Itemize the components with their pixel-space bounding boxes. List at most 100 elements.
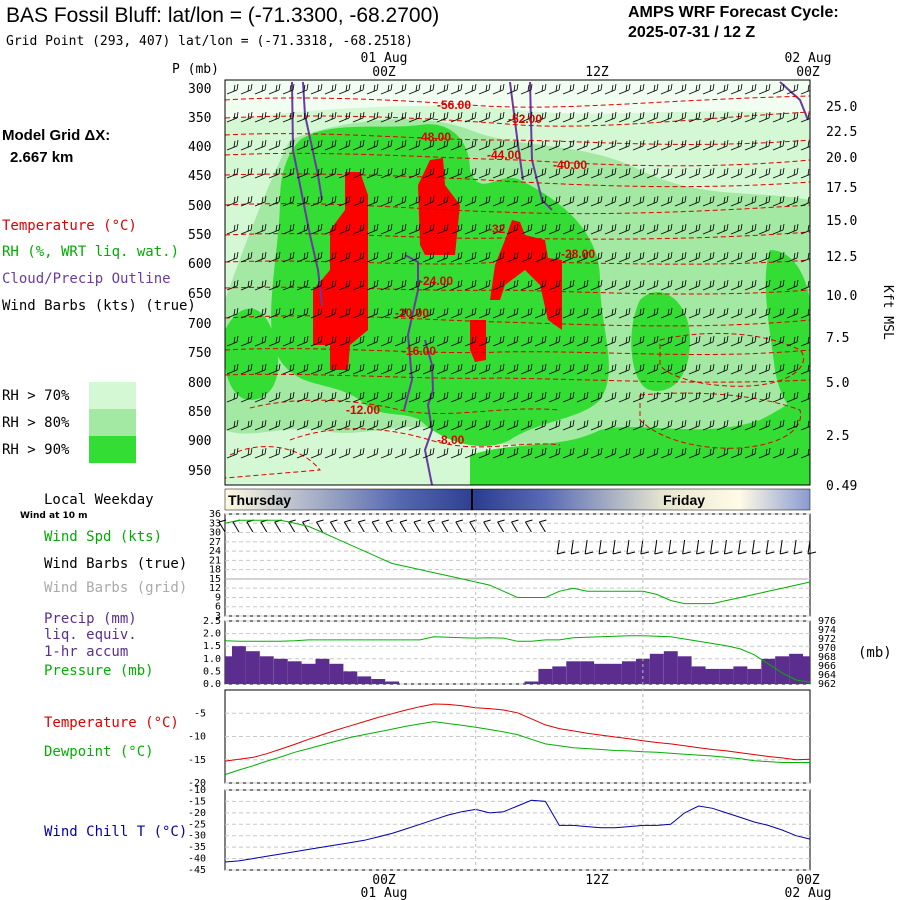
wind-barb xyxy=(296,335,309,347)
wind-barb xyxy=(674,391,687,403)
wind-barb xyxy=(226,167,239,179)
wind-barb xyxy=(751,539,761,555)
precip-bar xyxy=(677,656,692,684)
wind-barb xyxy=(254,111,267,123)
wind-barb xyxy=(660,279,673,291)
wind-barb xyxy=(604,251,617,263)
wind-barb xyxy=(660,307,673,319)
wind-barb xyxy=(800,448,810,459)
wind-barb xyxy=(338,83,351,95)
wind-barb xyxy=(422,139,435,151)
bottom-time-label-1-day: 01 Aug xyxy=(361,886,408,900)
wind-barb xyxy=(254,167,267,179)
precip-bar xyxy=(538,668,553,684)
bottom-time-axis: 00Z 01 Aug 12Z 00Z 02 Aug xyxy=(361,873,832,900)
wind-barb xyxy=(688,195,701,207)
wind-barb xyxy=(744,83,757,95)
wind-barb xyxy=(660,447,673,459)
precip-bars xyxy=(225,646,810,684)
wind-barb xyxy=(506,419,519,431)
wind-barb xyxy=(758,195,771,207)
wind-barb xyxy=(408,167,421,179)
wind-barb xyxy=(562,111,575,123)
wind-barb xyxy=(520,251,533,263)
wind-barb xyxy=(511,519,519,533)
wind-barb xyxy=(240,111,253,123)
precip-bar xyxy=(343,671,358,684)
wind-barb xyxy=(562,363,575,375)
wind-barb xyxy=(408,83,421,95)
wind-barb xyxy=(520,419,533,431)
wind-barb xyxy=(730,307,743,319)
pressure-tick: 976 xyxy=(818,616,836,627)
wind-barb xyxy=(632,139,645,151)
wind-barb xyxy=(534,335,547,347)
wind-barb xyxy=(590,167,603,179)
wind-barb xyxy=(394,139,407,151)
wind-barb xyxy=(730,447,743,459)
wind-barb xyxy=(506,223,519,235)
wind-barb xyxy=(268,83,281,95)
wind-barb xyxy=(632,391,645,403)
wind-barb xyxy=(296,251,309,263)
wind-barb xyxy=(338,419,351,431)
wind-barb xyxy=(324,139,337,151)
pressure-tick: 974 xyxy=(818,625,836,636)
wind-barb xyxy=(492,139,505,151)
wind-barb xyxy=(422,111,435,123)
wind-barb xyxy=(455,519,463,533)
wind-barb xyxy=(758,335,771,347)
wind-barb xyxy=(226,363,239,375)
wind-barb xyxy=(660,419,673,431)
wind-barb xyxy=(786,139,799,151)
wind-barb xyxy=(674,139,687,151)
wind-barb xyxy=(716,167,729,179)
wind-barb xyxy=(352,83,365,95)
wind-barb xyxy=(618,251,631,263)
wind-barb xyxy=(800,112,810,123)
pressure-unit-label: (mb) xyxy=(858,645,892,661)
wind-barb xyxy=(506,307,519,319)
pressure-tick: 350 xyxy=(188,111,211,126)
wind-barb xyxy=(254,279,267,291)
cross-section-panel: -56.00 -52.00 -48.00 -44.00 -40.00 -32 -… xyxy=(188,79,895,494)
wind-barb xyxy=(366,111,379,123)
wind-barb xyxy=(520,279,533,291)
wind-barb xyxy=(534,251,547,263)
wind-barb xyxy=(352,167,365,179)
wind-barb xyxy=(520,83,533,95)
wind-barb xyxy=(296,223,309,235)
precip-tick: 1.5 xyxy=(203,641,221,652)
wind-barb xyxy=(674,83,687,95)
windchill-label: Wind Chill T (°C) xyxy=(44,824,187,840)
wind-barb xyxy=(268,251,281,263)
windchill-axis: -10-15-20-25-30-35-40-45 xyxy=(188,785,206,876)
wind-barb xyxy=(576,447,589,459)
wind-barbs-grid-label: Wind Barbs (grid) xyxy=(44,580,187,596)
wind-barb xyxy=(422,335,435,347)
wind-barb xyxy=(296,279,309,291)
wind-barb xyxy=(394,363,407,375)
wind-barb xyxy=(240,167,253,179)
precip-bar xyxy=(385,681,400,684)
wind-barb xyxy=(604,279,617,291)
wind-barb xyxy=(744,279,757,291)
dewpoint-label: Dewpoint (°C) xyxy=(44,744,154,760)
wind-barb xyxy=(562,83,575,95)
wind-barb xyxy=(310,307,323,319)
wind-barb xyxy=(506,335,519,347)
wind-barb xyxy=(338,391,351,403)
wind-barb xyxy=(548,419,561,431)
wind-barb xyxy=(632,111,645,123)
wind-speed-tick: 33 xyxy=(209,518,221,529)
wind-barb xyxy=(604,223,617,235)
wind-barb xyxy=(366,447,379,459)
legend-cloud: Cloud/Precip Outline xyxy=(2,271,171,287)
wind-barb xyxy=(674,447,687,459)
contour-label: -52.00 xyxy=(508,112,542,126)
wind-barb xyxy=(478,111,491,123)
wind-barb xyxy=(366,363,379,375)
wind-barb xyxy=(744,391,757,403)
